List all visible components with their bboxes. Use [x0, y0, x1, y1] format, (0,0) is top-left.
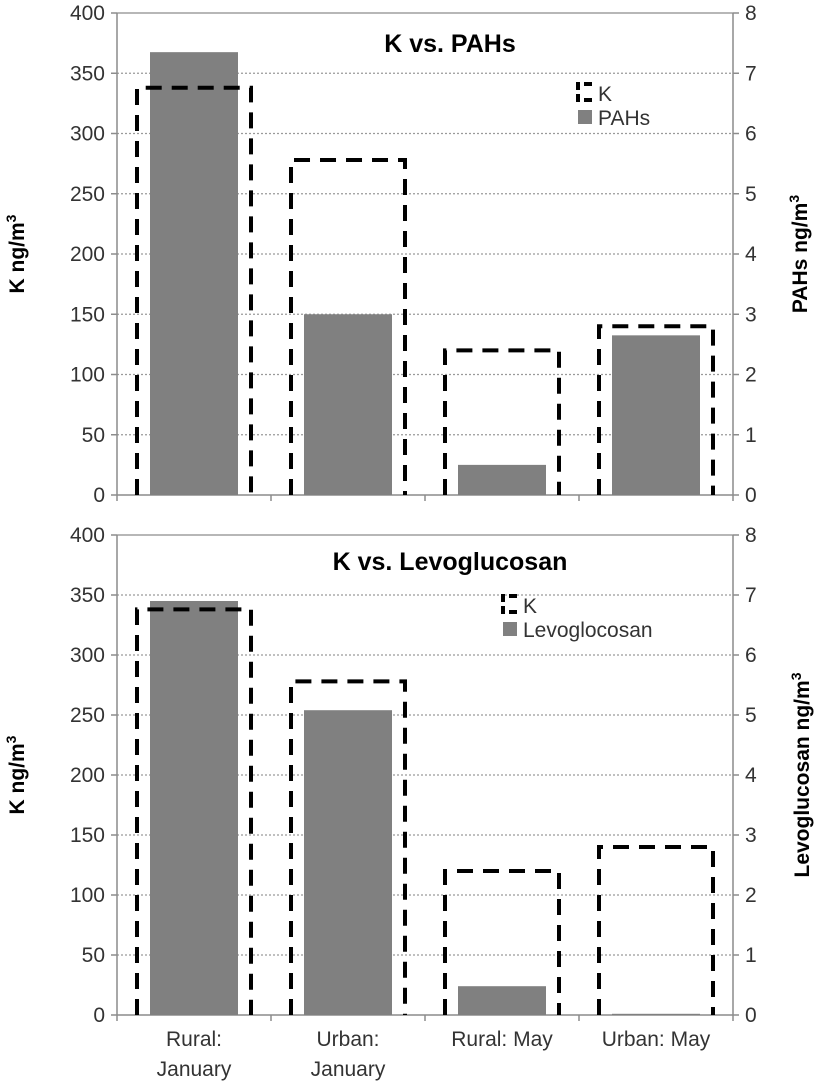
y-tick-label-right: 7: [745, 62, 757, 85]
x-axis-category-labels: Rural: January Urban: January Rural: May Urba…: [157, 1028, 711, 1081]
y-tick-label-left: 0: [93, 1004, 105, 1027]
legend-label-levoglocosan: Levoglocosan: [523, 619, 653, 642]
chart-k-vs-levoglucosan: 0 50 100 150 200 250 300 350 400 0 1 2 3 4 5 6 7 8 K vs. L…: [3, 524, 814, 1027]
chart-title: K vs. PAHs: [384, 30, 516, 58]
bar-k-outline: [289, 158, 407, 495]
y-tick-label-left: 350: [70, 584, 105, 607]
chart-k-vs-pahs: 0 50 100 150 200 250 300 350 400 0 1 2 3 4 5 6 7 8 K vs. P…: [3, 2, 812, 507]
x-category-label: Urban:: [316, 1028, 379, 1051]
bar-pahs: [458, 464, 546, 495]
y-tick-label-left: 150: [70, 303, 105, 326]
y-tick-label-left: 400: [70, 524, 105, 547]
y-tick-label-left: 250: [70, 183, 105, 206]
y-tick-label-right: 5: [745, 704, 757, 727]
y-tick-label-right: 6: [745, 123, 757, 146]
bar-k-outline: [597, 324, 715, 495]
bar-pahs: [304, 314, 392, 495]
y-tick-label-left: 400: [70, 2, 105, 25]
y-tick-label-left: 100: [70, 364, 105, 387]
y-tick-label-right: 4: [745, 243, 757, 266]
y-axis-label-left: K ng/m3: [3, 214, 29, 293]
x-category-label: Urban: May: [602, 1028, 711, 1051]
legend-k-label: K: [598, 83, 612, 106]
y-tick-label-right: 8: [745, 2, 757, 25]
y-tick-label-right: 3: [745, 824, 757, 847]
y-tick-label-left: 350: [70, 62, 105, 85]
y-tick-label-right: 2: [745, 364, 757, 387]
bar-k-outline: [289, 679, 407, 1015]
y-tick-label-right: 0: [745, 484, 757, 507]
bar-levoglocosan: [458, 986, 546, 1015]
y-tick-label-left: 0: [93, 484, 105, 507]
y-tick-label-right: 0: [745, 1004, 757, 1027]
legend-label-pahs: PAHs: [598, 107, 650, 130]
y-tick-label-left: 200: [70, 243, 105, 266]
y-tick-label-left: 50: [82, 424, 105, 447]
bar-levoglocosan: [612, 1013, 700, 1015]
x-category-label: January: [311, 1058, 386, 1081]
y-tick-label-right: 7: [745, 584, 757, 607]
y-tick-label-right: 4: [745, 764, 757, 787]
y-tick-label-left: 100: [70, 884, 105, 907]
chart-title: K vs. Levoglucosan: [333, 548, 568, 576]
bar-k-outline: [597, 845, 715, 1015]
bar-levoglocosan: [150, 601, 238, 1015]
y-tick-label-left: 50: [82, 944, 105, 967]
legend-k-label: K: [523, 595, 537, 618]
y-axis-label-left: K ng/m3: [3, 735, 29, 814]
x-category-label: Rural: May: [451, 1028, 553, 1051]
y-tick-label-right: 3: [745, 303, 757, 326]
y-tick-label-left: 150: [70, 824, 105, 847]
legend-k-swatch: [576, 82, 592, 102]
y-tick-label-left: 250: [70, 704, 105, 727]
y-tick-label-left: 300: [70, 123, 105, 146]
y-axis-label-right: PAHs ng/m3: [786, 195, 812, 313]
bar-levoglocosan: [304, 710, 392, 1015]
y-tick-label-right: 1: [745, 424, 757, 447]
bar-pahs: [612, 335, 700, 495]
y-tick-label-right: 1: [745, 944, 757, 967]
x-category-label: January: [157, 1058, 232, 1081]
x-category-label: Rural:: [166, 1028, 222, 1051]
legend-swatch-pahs: [578, 110, 592, 124]
legend-swatch-levoglocosan: [503, 622, 517, 636]
y-tick-label-right: 8: [745, 524, 757, 547]
y-tick-label-right: 2: [745, 884, 757, 907]
y-tick-label-left: 300: [70, 644, 105, 667]
bar-pahs: [150, 52, 238, 495]
y-tick-label-left: 200: [70, 764, 105, 787]
y-tick-label-right: 6: [745, 644, 757, 667]
legend-k-swatch: [501, 594, 517, 614]
y-axis-label-right: Levoglucosan ng/m3: [788, 672, 814, 877]
y-tick-label-right: 5: [745, 183, 757, 206]
